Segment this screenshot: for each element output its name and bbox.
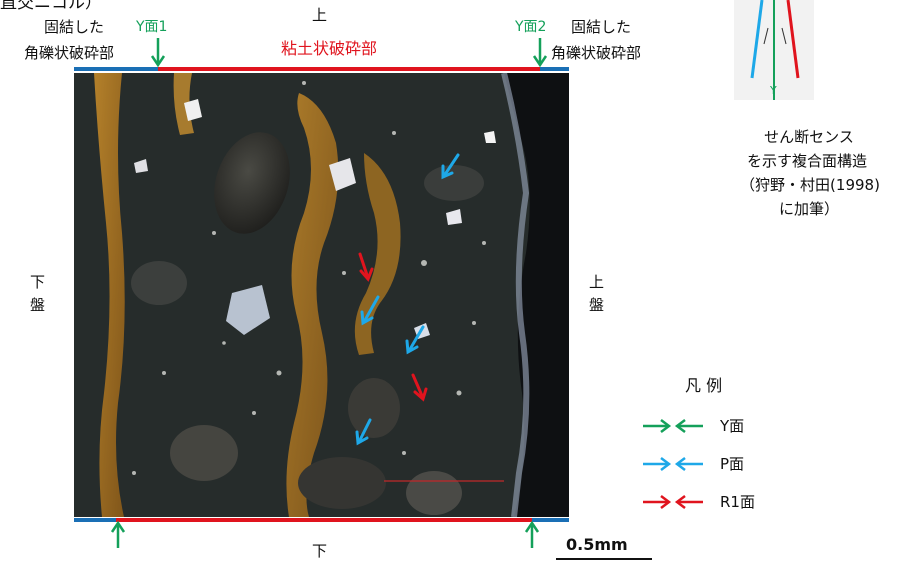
scale-bar (556, 558, 652, 560)
label-hangingwall-2: 盤 (589, 296, 605, 314)
r1-plane-arrow (358, 252, 374, 282)
p-plane-arrow (355, 418, 372, 446)
clay-zone-label: 粘土状破砕部 (281, 39, 378, 58)
composite-planar-fabric-inset (734, 0, 814, 100)
y1-bottom-arrow (110, 520, 126, 548)
legend-y-arrows (643, 419, 703, 433)
legend-title: 凡 例 (685, 376, 723, 395)
thin-section-micrograph (74, 73, 569, 517)
label-footwall-2: 盤 (30, 296, 46, 314)
y2-top-arrow (532, 38, 548, 68)
y2-bottom-arrow (524, 520, 540, 548)
legend-arrows (643, 419, 703, 509)
inset-y-label: Y (770, 84, 777, 97)
p-plane-arrow (405, 325, 425, 355)
label-footwall-1: 下 (30, 273, 46, 291)
left-breccia-label-1: 固結した (44, 18, 105, 36)
inset-caption-4: に加筆） (778, 200, 839, 218)
legend-r1-arrows (643, 495, 703, 509)
legend-label-y: Y面 (720, 417, 745, 435)
r1-plane-arrow (411, 373, 428, 402)
legend-p-arrows (643, 457, 703, 471)
p-plane-arrow (441, 153, 460, 180)
title-fragment: 直交ニコル） (0, 0, 102, 13)
label-hangingwall-1: 上 (589, 273, 605, 291)
y1-label: Y面1 (136, 19, 168, 35)
inset-caption-2: を示す複合面構造 (746, 152, 867, 170)
legend-label-p: P面 (720, 455, 745, 473)
label-bottom: 下 (312, 542, 328, 560)
p-plane-arrow (360, 295, 380, 326)
y1-top-arrow (150, 38, 166, 68)
legend-label-r1: R1面 (720, 493, 755, 511)
right-breccia-label-1: 固結した (571, 18, 632, 36)
right-breccia-label-2: 角礫状破砕部 (551, 44, 642, 62)
label-top: 上 (312, 6, 328, 24)
y2-label: Y面2 (515, 19, 547, 35)
inset-caption-3: （狩野・村田(1998) (740, 176, 880, 194)
scale-bar-label: 0.5mm (566, 535, 628, 554)
inset-caption-1: せん断センス (764, 128, 854, 146)
left-breccia-label-2: 角礫状破砕部 (24, 44, 115, 62)
